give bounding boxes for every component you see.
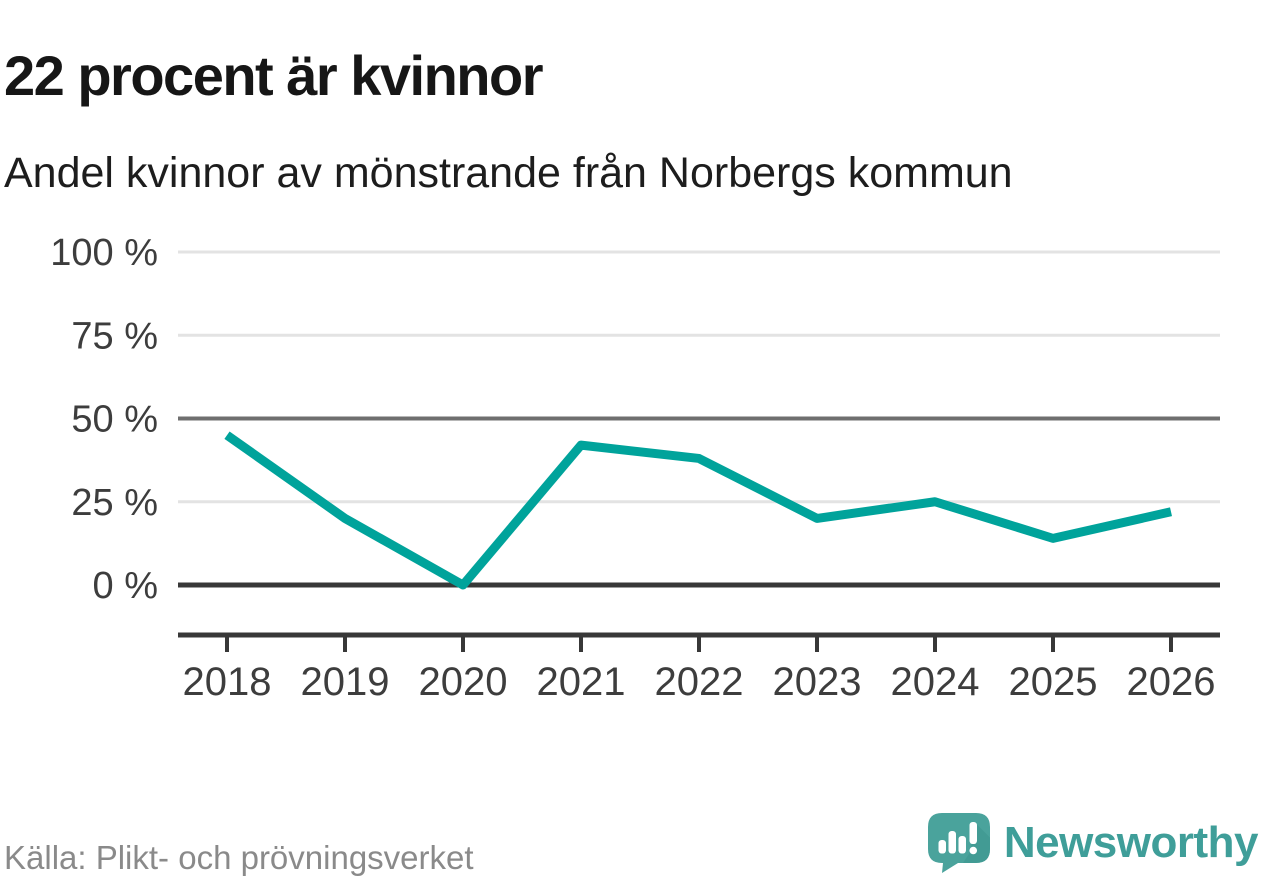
logo-bar-3 (958, 836, 966, 854)
x-axis-label: 2022 (655, 660, 744, 704)
y-axis-label: 50 % (71, 399, 158, 441)
logo-bar-1 (938, 840, 946, 854)
x-axis-label: 2021 (537, 660, 626, 704)
x-axis-label: 2018 (183, 660, 272, 704)
line-chart: 0 % 25 % 50 % 75 % 100 % 2018 2019 2020 2021 2022… (50, 232, 1220, 704)
logo-bar-2 (948, 831, 956, 854)
page-title: 22 procent är kvinnor (4, 43, 544, 107)
y-axis-label: 100 % (50, 232, 158, 274)
newsworthy-logo-icon (927, 813, 990, 873)
x-axis-label: 2025 (1009, 660, 1098, 704)
x-axis-label: 2026 (1127, 660, 1216, 704)
data-line (224, 431, 1172, 590)
y-axis-label: 0 % (93, 565, 158, 607)
source-text: Källa: Plikt- och prövningsverket (4, 839, 474, 876)
x-axis-label: 2019 (301, 660, 390, 704)
newsworthy-logo: Newsworthy (927, 812, 1259, 874)
chart-subtitle: Andel kvinnor av mönstrande från Norberg… (4, 149, 1013, 197)
newsworthy-logo-text: Newsworthy (1003, 818, 1259, 867)
logo-shadow (962, 824, 990, 863)
x-axis-label: 2020 (419, 660, 508, 704)
y-axis-label: 75 % (71, 315, 158, 357)
x-axis-label: 2024 (891, 660, 980, 704)
logo-exclamation-bar (969, 822, 977, 844)
x-axis-label: 2023 (773, 660, 862, 704)
logo-exclamation-dot (969, 846, 977, 855)
y-axis-label: 25 % (71, 482, 158, 524)
